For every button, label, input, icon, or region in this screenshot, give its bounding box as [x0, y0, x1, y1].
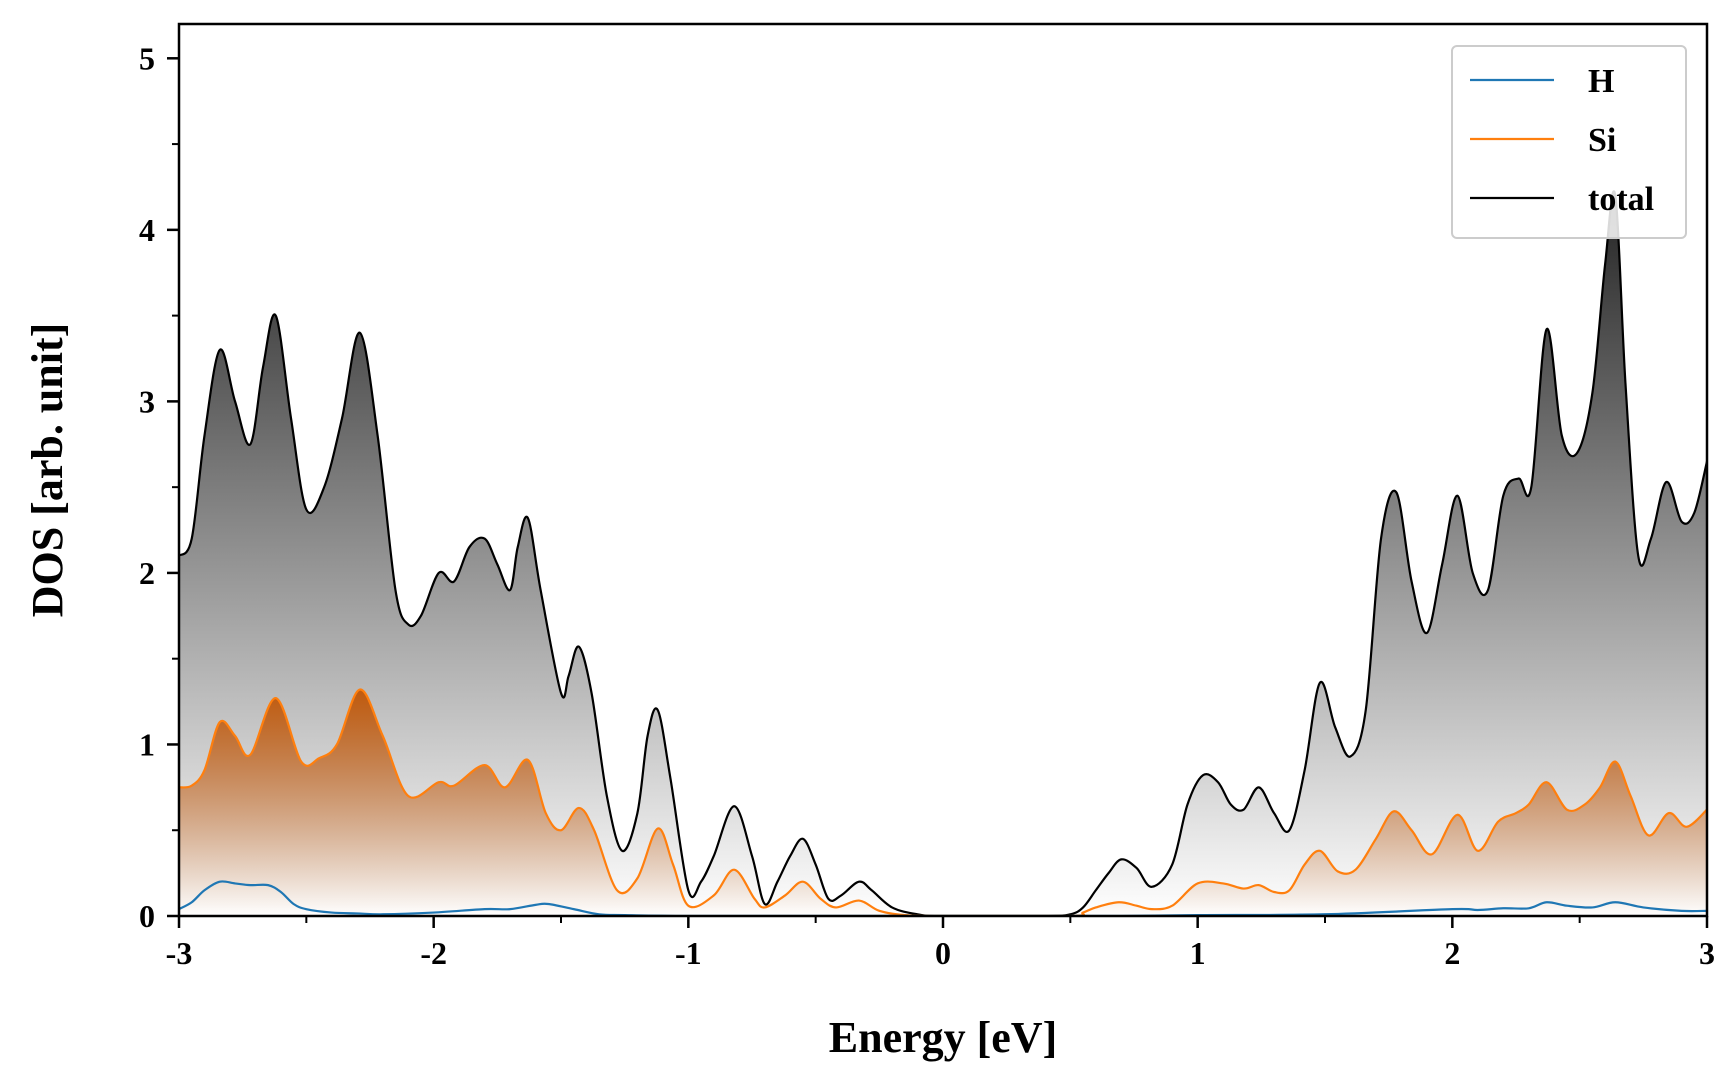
y-tick-label: 4: [139, 212, 155, 248]
y-axis-label: DOS [arb. unit]: [23, 323, 72, 618]
y-tick-label: 3: [139, 383, 155, 419]
series-total-line: [179, 190, 1707, 916]
x-tick-label: 2: [1444, 935, 1460, 971]
x-tick-label: 3: [1699, 935, 1715, 971]
y-tick-label: 5: [139, 40, 155, 76]
y-tick-label: 1: [139, 726, 155, 762]
x-tick-label: 0: [935, 935, 951, 971]
series-total-area: [179, 191, 1707, 916]
x-axis-ticks: -3 -2 -1 0 1 2 3: [166, 916, 1715, 971]
area-fills: [179, 191, 1707, 916]
x-axis-label: Energy [eV]: [829, 1013, 1058, 1062]
legend-label-h: H: [1588, 63, 1614, 100]
legend-label-si: Si: [1588, 122, 1616, 159]
y-axis-ticks: 0 1 2 3 4 5: [139, 40, 179, 934]
y-tick-label: 2: [139, 555, 155, 591]
legend-label-total: total: [1588, 181, 1654, 218]
legend-box: [1451, 45, 1687, 239]
x-tick-label: -2: [420, 935, 447, 971]
x-tick-label: -3: [166, 935, 193, 971]
y-tick-label: 0: [139, 898, 155, 934]
legend: H Si total: [1451, 45, 1687, 239]
x-tick-label: 1: [1190, 935, 1206, 971]
x-tick-label: -1: [675, 935, 702, 971]
series-si-area: [179, 689, 1707, 916]
